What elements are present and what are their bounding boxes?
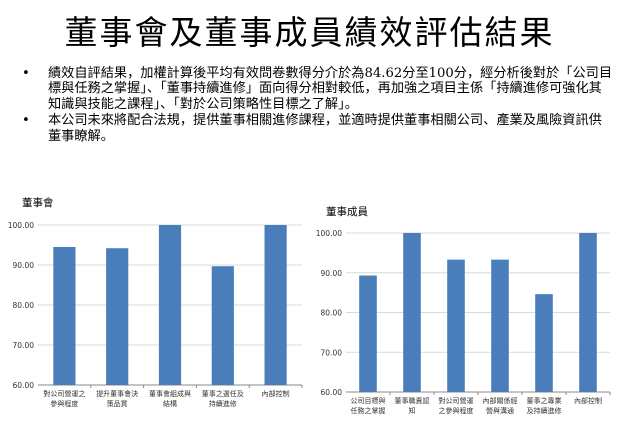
bullet-list: • 績效自評結果，加權計算後平均有效問卷數得分介於為84.62分至100分，經分… bbox=[18, 66, 614, 145]
bar bbox=[264, 225, 287, 385]
bar bbox=[158, 225, 182, 385]
x-category-label: 參與程度 bbox=[50, 399, 78, 408]
member-chart-title: 董事成員 bbox=[326, 206, 368, 218]
bar bbox=[53, 247, 76, 385]
bullet-item: • 績效自評結果，加權計算後平均有效問卷數得分介於為84.62分至100分，經分… bbox=[18, 66, 614, 112]
x-category-label: 策品質 bbox=[107, 399, 128, 408]
bar bbox=[403, 233, 421, 392]
bullet-item: • 本公司未來將配合法規，提供董事相關進修課程，並適時提供董事相關公司、產業及風… bbox=[18, 113, 614, 144]
bar bbox=[491, 259, 509, 392]
x-category-label: 對公司營運之 bbox=[43, 389, 85, 398]
x-category-label: 及持續進修 bbox=[527, 406, 562, 415]
x-category-label: 內部控制 bbox=[574, 396, 602, 405]
y-tick-label: 70.00 bbox=[321, 348, 343, 357]
y-tick-label: 100.00 bbox=[316, 229, 342, 238]
y-tick-label: 80.00 bbox=[13, 301, 35, 310]
bullet-text: 績效自評結果，加權計算後平均有效問卷數得分介於為84.62分至100分，經分析後… bbox=[48, 66, 613, 112]
x-category-label: 公司目標與 bbox=[351, 396, 386, 405]
bar bbox=[579, 233, 597, 392]
x-category-label: 對公司營運 bbox=[439, 396, 474, 405]
y-tick-label: 60.00 bbox=[321, 388, 343, 397]
bullet-text: 本公司未來將配合法規，提供董事相關進修課程，並適時提供董事相關公司、產業及風險資… bbox=[48, 113, 602, 144]
y-tick-label: 100.00 bbox=[8, 221, 34, 230]
bar bbox=[106, 248, 129, 385]
y-tick-label: 90.00 bbox=[13, 261, 35, 270]
x-category-label: 知 bbox=[409, 406, 416, 415]
bullet-symbol: • bbox=[22, 66, 30, 81]
board-chart-title: 董事會 bbox=[22, 197, 54, 209]
x-category-label: 董事會組成與 bbox=[149, 389, 191, 398]
x-category-label: 董事之選任及 bbox=[202, 389, 244, 398]
bar bbox=[211, 266, 234, 385]
x-category-label: 內部關係經 bbox=[483, 396, 518, 405]
y-tick-label: 60.00 bbox=[13, 381, 35, 390]
x-category-label: 結構 bbox=[163, 399, 177, 408]
bar bbox=[535, 294, 553, 392]
bullet-symbol: • bbox=[22, 113, 30, 129]
y-tick-label: 80.00 bbox=[321, 309, 343, 318]
y-tick-label: 90.00 bbox=[321, 269, 343, 278]
x-category-label: 之參與程度 bbox=[439, 406, 474, 415]
x-category-label: 內部控制 bbox=[262, 389, 290, 398]
bar bbox=[359, 275, 377, 392]
x-category-label: 提升董事會決 bbox=[96, 389, 138, 398]
x-category-label: 營與溝通 bbox=[486, 406, 514, 415]
x-category-label: 董事職責認 bbox=[395, 396, 430, 405]
y-tick-label: 70.00 bbox=[13, 341, 35, 350]
bar bbox=[447, 259, 465, 392]
member-performance-chart: 60.00 70.00 80.00 90.00 100.00 公司目標與任務之掌握董事職責… bbox=[316, 229, 611, 415]
x-category-label: 任務之掌握 bbox=[351, 406, 386, 415]
page-title: 董事會及董事成員績效評估結果 bbox=[64, 13, 555, 52]
x-category-label: 董事之專業 bbox=[527, 396, 562, 405]
x-category-label: 持續進修 bbox=[209, 399, 237, 408]
